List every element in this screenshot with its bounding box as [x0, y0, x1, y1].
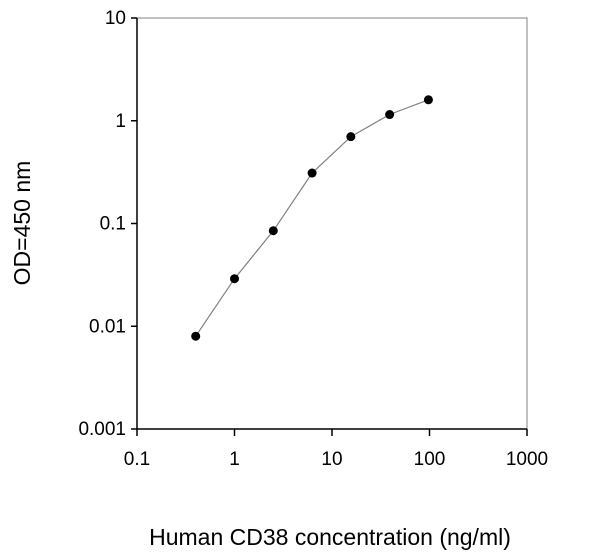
y-tick-label: 0.1	[100, 214, 126, 235]
x-tick-label: 0.1	[124, 449, 150, 470]
y-tick-label: 0.001	[78, 419, 126, 440]
x-tick-label: 100	[414, 449, 446, 470]
data-point	[346, 132, 356, 142]
series-layer	[191, 95, 433, 341]
y-tick-label: 1	[115, 111, 126, 132]
y-tick-label: 0.01	[89, 316, 126, 337]
y-tick-label: 10	[105, 8, 126, 29]
data-point	[385, 110, 395, 120]
data-point	[423, 95, 433, 105]
series-line	[195, 99, 429, 337]
y-axis-title: OD=450 nm	[9, 161, 35, 286]
x-tick-label: 1000	[506, 449, 548, 470]
data-point	[268, 226, 278, 236]
plot-frame	[136, 17, 528, 430]
axes: 0.001 0.01 0.1 1 10 0.1 1 10 100 1000	[78, 8, 548, 470]
x-axis-title: Human CD38 concentration (ng/ml)	[149, 524, 511, 550]
data-point	[191, 331, 201, 341]
x-tick-label: 10	[321, 449, 342, 470]
data-point	[307, 168, 317, 178]
data-point	[230, 274, 239, 284]
x-tick-label: 1	[229, 449, 240, 470]
